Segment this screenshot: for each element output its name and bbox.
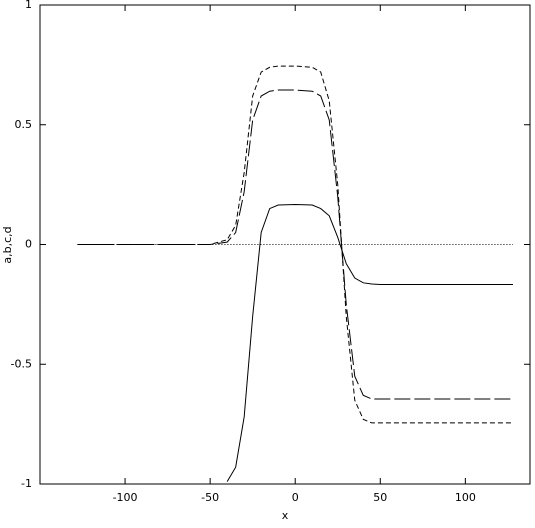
y-tick-label: 0.5 [15,118,33,131]
y-tick-label: 0 [25,238,32,251]
series-line [77,89,513,400]
y-axis-label: a,b,c,d [1,226,14,263]
x-tick-label: -50 [201,491,219,504]
series-line [226,203,513,482]
y-tick-label: 1 [25,0,32,11]
y-tick-label: -0.5 [11,357,32,370]
x-axis-label: x [282,509,289,522]
y-tick-label: -1 [21,477,32,490]
x-tick-label: 100 [455,491,476,504]
x-tick-label: 0 [292,491,299,504]
x-tick-label: 50 [373,491,387,504]
x-tick-label: -100 [113,491,138,504]
